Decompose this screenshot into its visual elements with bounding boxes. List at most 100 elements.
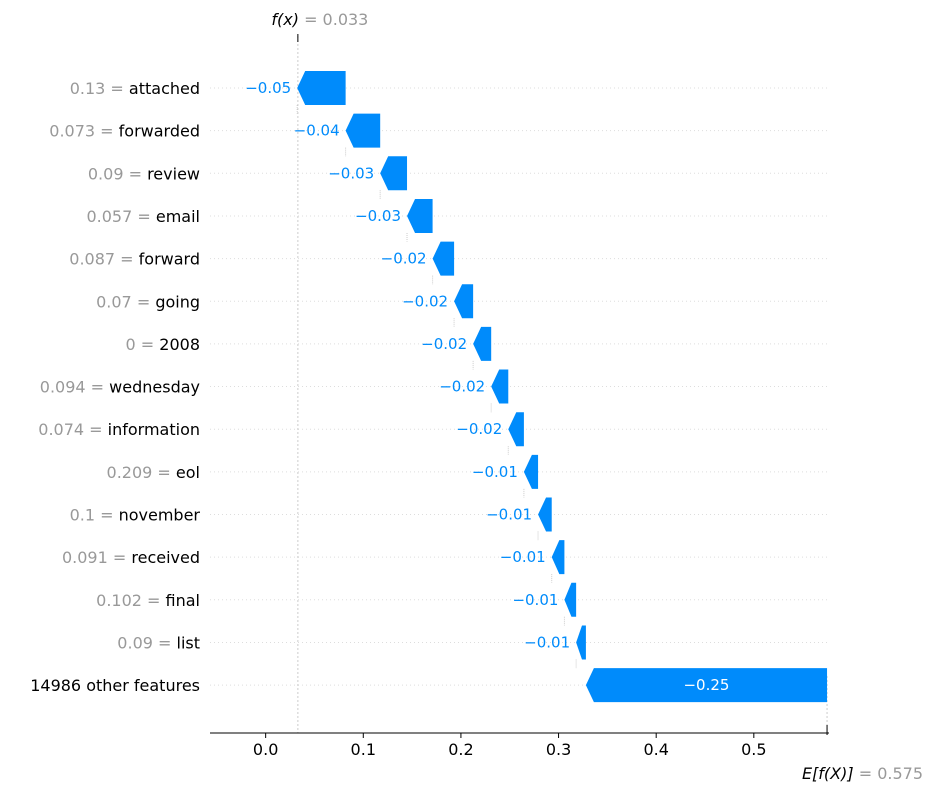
bar-value-label: −0.02 (456, 420, 502, 438)
bar-value-label: −0.25 (683, 676, 729, 694)
feature-name: going (155, 292, 200, 311)
x-axis: 0.0 0.1 0.2 0.3 0.4 0.5 (210, 725, 829, 759)
x-tick-label: 0.2 (448, 740, 473, 759)
x-tick-label: 0.0 (253, 740, 278, 759)
bar-value-label: −0.01 (500, 548, 546, 566)
feature-name: list (177, 633, 201, 652)
bar-value-label: −0.02 (421, 335, 467, 353)
feature-name: information (108, 420, 200, 439)
bar-value-label: −0.01 (512, 591, 558, 609)
feature-value: 0.102 (96, 590, 142, 609)
equals-sign: = (105, 79, 129, 98)
feature-label: 0 = 2008 (126, 334, 200, 353)
feature-value: 0.1 (70, 505, 95, 524)
equals-sign: = (95, 121, 119, 140)
feature-label: 0.073 = forwarded (49, 121, 200, 140)
equals-sign: = (136, 334, 160, 353)
bar (585, 668, 828, 703)
feature-name: final (166, 590, 200, 609)
feature-name: email (156, 206, 200, 225)
feature-value: 0.13 (70, 79, 106, 98)
bar-value-label: −0.03 (328, 164, 374, 182)
feature-label: 0.094 = wednesday (40, 377, 200, 396)
equals-sign: = (84, 420, 108, 439)
feature-label: 0.209 = eol (107, 462, 200, 481)
feature-value: 0.209 (107, 462, 153, 481)
equals-sign: = (153, 633, 177, 652)
equals-sign: = (86, 377, 110, 396)
feature-labels: −0.05 0.13 = attached −0.04 0.073 = forward… (30, 79, 729, 695)
feature-label: 0.087 = forward (69, 249, 200, 268)
bar (523, 454, 539, 489)
bar (576, 625, 586, 660)
equals-sign: = (132, 292, 156, 311)
feature-name: november (119, 505, 201, 524)
feature-label: 14986 other features (30, 676, 200, 695)
feature-name: received (131, 548, 200, 567)
feature-label: 0.09 = list (117, 633, 200, 652)
feature-name: forwarded (119, 121, 200, 140)
efx-annotation: E[f(X)] = 0.575 (802, 764, 923, 783)
feature-name: 14986 other features (30, 676, 200, 695)
feature-name: 2008 (159, 334, 200, 353)
fx-annotation: f(x) = 0.033 (271, 10, 368, 29)
x-tick-label: 0.5 (741, 740, 766, 759)
feature-label: 0.102 = final (96, 590, 200, 609)
bar (407, 198, 433, 233)
feature-value: 0.074 (38, 420, 84, 439)
bar-value-label: −0.04 (294, 122, 340, 140)
feature-name: eol (176, 462, 200, 481)
equals-sign: = (108, 548, 132, 567)
equals-sign: = (142, 590, 166, 609)
feature-value: 0.09 (88, 164, 124, 183)
feature-label: 0.07 = going (96, 292, 200, 311)
bar (551, 540, 565, 575)
bar-value-label: −0.02 (402, 292, 448, 310)
bar-value-label: −0.02 (381, 250, 427, 268)
feature-name: forward (139, 249, 200, 268)
equals-sign: = (152, 462, 176, 481)
feature-label: 0.074 = information (38, 420, 200, 439)
feature-label: 0.09 = review (88, 164, 200, 183)
feature-value: 0.091 (62, 548, 108, 567)
bar-value-label: −0.01 (472, 463, 518, 481)
feature-value: 0.073 (49, 121, 95, 140)
bars (296, 71, 828, 703)
feature-label: 0.1 = november (70, 505, 201, 524)
equals-sign: = (95, 505, 119, 524)
bar-value-label: −0.03 (355, 207, 401, 225)
feature-name: attached (129, 79, 200, 98)
feature-value: 0.07 (96, 292, 132, 311)
efx-label: E[f(X)] (802, 764, 854, 783)
bar-value-label: −0.02 (439, 378, 485, 396)
feature-value: 0.09 (117, 633, 153, 652)
x-tick-label: 0.1 (351, 740, 376, 759)
fx-value: = 0.033 (304, 10, 368, 29)
x-tick-label: 0.3 (546, 740, 571, 759)
bar (297, 71, 346, 105)
feature-label: 0.091 = received (62, 548, 200, 567)
feature-value: 0.094 (40, 377, 86, 396)
equals-sign: = (115, 249, 139, 268)
feature-label: 0.057 = email (86, 206, 200, 225)
x-tick-label: 0.4 (643, 740, 668, 759)
bar (473, 326, 492, 361)
feature-value: 0.087 (69, 249, 115, 268)
feature-label: 0.13 = attached (70, 79, 200, 98)
feature-value: 0 (126, 334, 136, 353)
feature-name: review (147, 164, 200, 183)
bar-value-label: −0.01 (524, 633, 570, 651)
bar (564, 582, 577, 617)
equals-sign: = (124, 164, 148, 183)
equals-sign: = (132, 206, 156, 225)
bar (432, 241, 455, 276)
bar (454, 284, 474, 319)
feature-value: 0.057 (86, 206, 132, 225)
bar (380, 156, 408, 191)
efx-value: = 0.575 (859, 764, 923, 783)
bar-value-label: −0.01 (486, 506, 532, 524)
fx-label: f(x) (271, 10, 299, 29)
bar (508, 412, 524, 447)
bar-value-label: −0.05 (245, 79, 291, 97)
